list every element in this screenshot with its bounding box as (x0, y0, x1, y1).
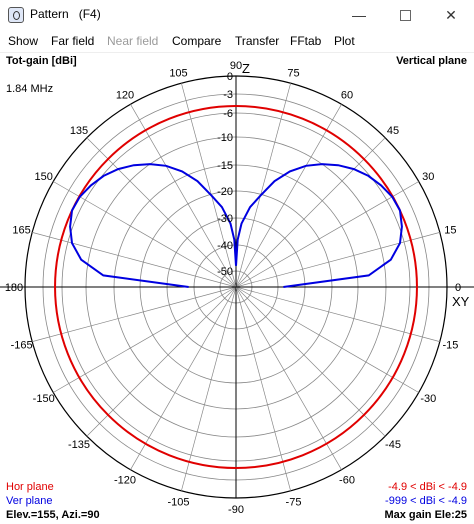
grid-spoke (235, 286, 291, 491)
grid-spoke (235, 232, 440, 288)
grid-spoke (32, 232, 237, 288)
close-button[interactable]: ✕ (428, 0, 474, 30)
menu-far-field[interactable]: Far field (51, 34, 95, 48)
angle-tick-label: -120 (114, 474, 136, 486)
angle-tick-label: 120 (116, 90, 134, 102)
z-axis-label: Z (242, 61, 250, 76)
gain-unit-label: Tot-gain [dBi] (6, 55, 77, 67)
angle-tick-label: 45 (387, 125, 399, 137)
grid-spoke (235, 104, 342, 288)
series-ver-plane (69, 163, 403, 288)
menu-compare[interactable]: Compare (172, 34, 222, 48)
grid-spoke (53, 286, 237, 393)
grid-spoke (235, 137, 386, 288)
ver-plane-range: -999 < dBi < -4.9 (385, 495, 467, 507)
grid-spoke (130, 286, 237, 470)
polar-plot-area[interactable]: 90 75 60 45 30 15 0 -15 -30 -45 -60 -75 -90 -105 -120-… (0, 52, 474, 524)
elev-azi-readout: Elev.=155, Azi.=90 (6, 509, 100, 521)
angle-tick-label: -45 (385, 439, 401, 451)
ring-gain-label: -3 (223, 89, 233, 101)
menu-show[interactable]: Show (8, 34, 39, 48)
angle-tick-label: 15 (444, 225, 456, 237)
grid-spoke (235, 286, 440, 342)
menu-bar: Show Far field Near field Compare Transf… (0, 30, 474, 53)
angle-tick-label: 180 (5, 282, 23, 294)
angle-tick-label: 90 (230, 60, 242, 72)
menu-plot[interactable]: Plot (334, 34, 355, 48)
ring-gain-label: -40 (217, 240, 233, 252)
angle-tick-label: 0 (455, 282, 461, 294)
hor-plane-legend: Hor plane (6, 481, 54, 493)
window-title: Pattern (F4) (30, 7, 101, 21)
plane-label: Vertical plane (396, 55, 467, 67)
minimize-icon: — (352, 7, 366, 23)
ring-gain-label: -50 (217, 266, 233, 278)
series-hor-plane (54, 105, 418, 469)
grid-spoke (235, 83, 291, 288)
grid-spoke (53, 181, 237, 288)
ring-gain-label: -20 (217, 186, 233, 198)
angle-tick-label: 30 (422, 171, 434, 183)
maximize-button[interactable] (382, 0, 428, 30)
menu-transfer[interactable]: Transfer (235, 34, 280, 48)
ring-gain-label: -15 (217, 160, 233, 172)
grid-spoke (235, 286, 386, 437)
angle-tick-label: 105 (169, 68, 187, 80)
grid-spoke (181, 286, 237, 491)
ring-gain-label: 0 (227, 71, 233, 83)
grid-spoke (86, 137, 237, 288)
ring-gain-label: -10 (217, 132, 233, 144)
angle-tick-label: -60 (339, 474, 355, 486)
grid-spoke (181, 83, 237, 288)
angle-tick-label: 165 (12, 225, 30, 237)
ring-gain-label: -6 (223, 108, 233, 120)
close-icon: ✕ (445, 6, 457, 23)
angle-tick-label: -75 (286, 496, 302, 508)
angle-tick-label: -135 (68, 439, 90, 451)
grid-spoke (86, 286, 237, 437)
polar-chart: 9075604530150-15-30-45-60-75-90-105-120-… (0, 60, 474, 516)
ver-plane-legend: Ver plane (6, 495, 53, 507)
grid-spoke (235, 181, 419, 288)
minimize-button[interactable]: — (336, 0, 382, 30)
menu-fftab[interactable]: FFtab (290, 34, 322, 48)
frequency-label: 1.84 MHz (6, 83, 54, 95)
angle-tick-label: -90 (228, 504, 244, 516)
grid-spoke (235, 286, 342, 470)
grid-spoke (32, 286, 237, 342)
grid-spoke (130, 104, 237, 288)
angle-tick-label: -105 (167, 496, 189, 508)
maximize-icon (399, 9, 411, 21)
angle-tick-label: 150 (35, 171, 53, 183)
xy-axis-label: XY (452, 294, 470, 309)
angle-tick-label: -30 (420, 393, 436, 405)
angle-tick-label: -15 (442, 340, 458, 352)
angle-tick-label: -150 (33, 393, 55, 405)
angle-tick-label: 135 (70, 125, 88, 137)
angle-tick-label: -165 (11, 340, 33, 352)
title-bar: Pattern (F4) — ✕ (0, 0, 474, 30)
angle-tick-label: 75 (287, 68, 299, 80)
grid-spoke (235, 286, 419, 393)
app-icon (8, 7, 24, 23)
angle-tick-label: 60 (341, 90, 353, 102)
ring-gain-label: -30 (217, 213, 233, 225)
hor-plane-range: -4.9 < dBi < -4.9 (388, 481, 467, 493)
menu-near-field: Near field (107, 34, 159, 48)
max-gain-readout: Max gain Ele:25 (384, 509, 467, 521)
